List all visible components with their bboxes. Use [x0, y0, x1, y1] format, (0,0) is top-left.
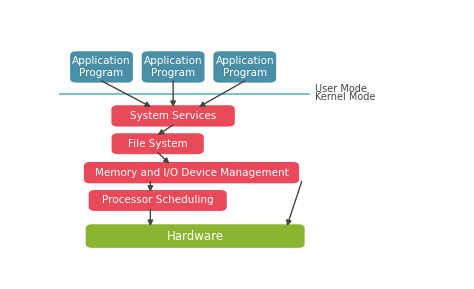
FancyBboxPatch shape	[70, 51, 133, 83]
FancyBboxPatch shape	[111, 105, 235, 127]
Text: Kernel Mode: Kernel Mode	[315, 92, 375, 102]
FancyBboxPatch shape	[86, 224, 305, 248]
Text: Application
Program: Application Program	[216, 56, 274, 78]
Text: Memory and I/O Device Management: Memory and I/O Device Management	[95, 168, 288, 178]
Text: File System: File System	[128, 139, 188, 149]
Text: Application
Program: Application Program	[144, 56, 202, 78]
Text: User Mode: User Mode	[315, 84, 366, 94]
FancyBboxPatch shape	[89, 190, 227, 211]
Text: Processor Scheduling: Processor Scheduling	[102, 195, 213, 205]
FancyBboxPatch shape	[213, 51, 276, 83]
FancyBboxPatch shape	[142, 51, 205, 83]
FancyBboxPatch shape	[111, 133, 204, 154]
Text: Hardware: Hardware	[166, 229, 224, 242]
Text: Application
Program: Application Program	[72, 56, 131, 78]
Text: System Services: System Services	[130, 111, 216, 121]
FancyBboxPatch shape	[84, 162, 299, 183]
